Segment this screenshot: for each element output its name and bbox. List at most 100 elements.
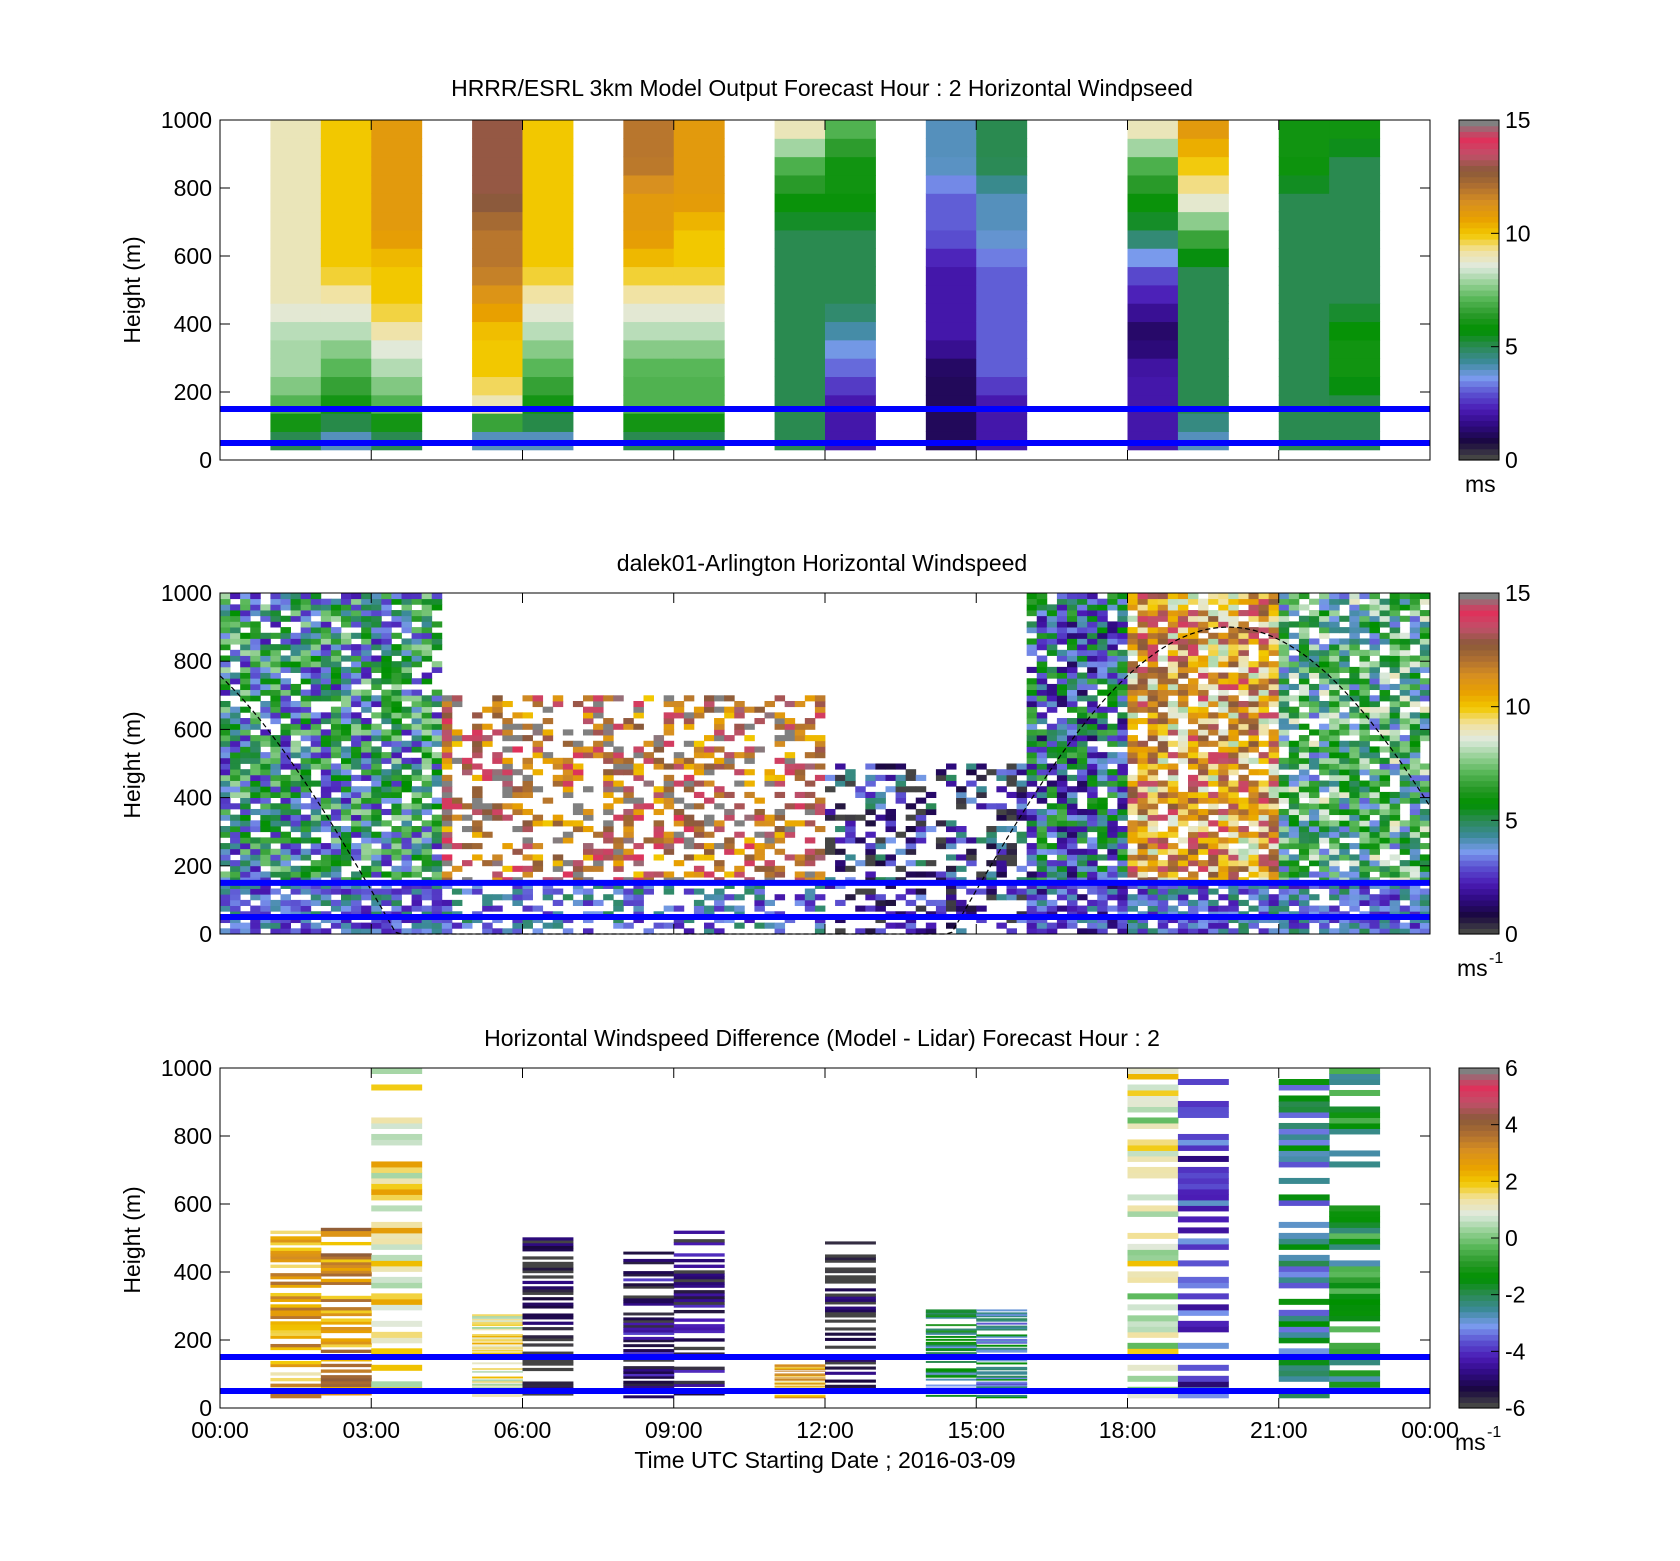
lidar-cell	[250, 610, 261, 617]
lidar-cell	[1339, 922, 1350, 929]
lidar-cell	[1087, 683, 1098, 691]
lidar-cell	[1309, 706, 1320, 713]
lidar-cell	[220, 928, 231, 935]
difference-cell	[673, 1258, 725, 1263]
lidar-cell	[1067, 723, 1078, 730]
lidar-cell	[351, 598, 362, 605]
model-cell	[623, 266, 675, 286]
lidar-cell	[522, 916, 533, 924]
lidar-cell	[572, 803, 584, 810]
lidar-cell	[1248, 723, 1259, 730]
lidar-cell	[1298, 593, 1310, 600]
lidar-cell	[462, 826, 473, 833]
model-cell	[925, 156, 977, 176]
difference-cell	[270, 1275, 322, 1280]
lidar-cell	[1087, 672, 1098, 679]
lidar-cell	[663, 763, 675, 770]
lidar-cell	[1077, 740, 1088, 747]
lidar-cell	[1228, 871, 1239, 878]
lidar-cell	[250, 752, 261, 759]
lidar-cell	[1036, 797, 1048, 804]
lidar-cell	[351, 632, 362, 639]
lidar-cell	[1147, 695, 1159, 702]
lidar-cell	[1278, 678, 1290, 685]
lidar-cell	[351, 808, 362, 816]
lidar-cell	[401, 706, 412, 713]
lidar-cell	[401, 826, 412, 833]
model-cell	[1278, 248, 1330, 268]
lidar-cell	[593, 695, 604, 702]
lidar-cell	[633, 916, 644, 924]
lidar-cell	[371, 752, 382, 759]
lidar-cell	[814, 740, 826, 747]
lidar-cell	[1298, 899, 1310, 906]
lidar-cell	[704, 769, 715, 776]
lidar-cell	[371, 860, 382, 867]
lidar-cell	[1419, 808, 1431, 816]
lidar-cell	[431, 700, 443, 708]
difference-cell	[623, 1297, 675, 1301]
lidar-cell	[361, 598, 372, 605]
lidar-cell	[1228, 706, 1239, 713]
lidar-cell	[1359, 826, 1370, 833]
colorbar-band	[1459, 905, 1499, 912]
difference-cell	[270, 1377, 322, 1382]
lidar-cell	[693, 706, 705, 713]
lidar-cell	[1228, 899, 1239, 906]
lidar-cell	[1147, 610, 1159, 617]
model-cell	[1329, 266, 1381, 286]
lidar-cell	[532, 905, 544, 912]
lidar-cell	[1419, 610, 1431, 617]
colorbar-band	[1459, 638, 1499, 645]
lidar-cell	[1389, 729, 1401, 736]
lidar-cell	[462, 922, 473, 929]
model-cell	[1177, 229, 1229, 249]
model-cell	[925, 376, 977, 396]
lidar-cell	[1369, 843, 1380, 850]
lidar-cell	[935, 899, 947, 906]
lidar-cell	[1107, 666, 1118, 673]
lidar-cell	[1369, 831, 1380, 838]
lidar-cell	[1369, 791, 1380, 798]
lidar-cell	[1137, 700, 1149, 708]
model-cell	[371, 358, 423, 378]
difference-cell	[522, 1275, 574, 1279]
lidar-cell	[441, 757, 453, 764]
lidar-cell	[1147, 604, 1159, 611]
lidar-cell	[683, 763, 695, 770]
lidar-cell	[341, 700, 352, 708]
lidar-cell	[593, 740, 604, 747]
lidar-cell	[1319, 604, 1330, 611]
difference-cell	[673, 1295, 725, 1300]
lidar-cell	[320, 666, 332, 673]
lidar-cell	[320, 598, 332, 605]
lidar-cell	[1369, 593, 1380, 600]
lidar-cell	[1268, 803, 1280, 810]
lidar-cell	[512, 894, 523, 901]
lidar-cell	[653, 797, 665, 804]
lidar-cell	[784, 700, 796, 708]
lidar-cell	[290, 871, 302, 878]
lidar-cell	[1399, 712, 1411, 719]
lidar-cell	[1238, 661, 1249, 668]
lidar-cell	[1026, 621, 1038, 628]
lidar-cell	[1137, 621, 1149, 628]
lidar-cell	[1288, 695, 1300, 702]
difference-cell	[522, 1289, 574, 1293]
model-cell	[522, 120, 574, 139]
model-cell	[270, 413, 322, 432]
lidar-cell	[804, 780, 816, 787]
lidar-cell	[1157, 729, 1169, 736]
lidar-cell	[1167, 928, 1179, 935]
lidar-cell	[361, 928, 372, 935]
lidar-cell	[1369, 820, 1380, 827]
lidar-cell	[280, 865, 291, 872]
lidar-cell	[1167, 593, 1179, 600]
lidar-cell	[1077, 831, 1088, 838]
lidar-cell	[1208, 888, 1219, 895]
model-cell	[623, 193, 675, 213]
lidar-cell	[1349, 638, 1360, 645]
lidar-cell	[1248, 848, 1259, 855]
lidar-cell	[1238, 655, 1249, 662]
lidar-cell	[1359, 723, 1370, 730]
